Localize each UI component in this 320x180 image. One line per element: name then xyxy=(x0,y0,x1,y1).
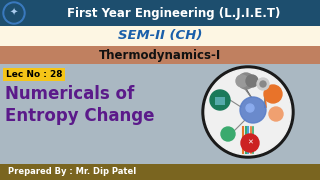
Circle shape xyxy=(269,107,283,121)
Circle shape xyxy=(5,4,23,22)
FancyBboxPatch shape xyxy=(0,0,320,26)
Circle shape xyxy=(257,78,269,90)
Circle shape xyxy=(241,134,259,152)
Text: Lec No : 28: Lec No : 28 xyxy=(6,70,62,79)
FancyBboxPatch shape xyxy=(0,164,320,180)
Circle shape xyxy=(260,81,266,87)
Circle shape xyxy=(3,2,25,24)
Circle shape xyxy=(238,73,254,89)
Circle shape xyxy=(221,127,235,141)
Text: Numericals of: Numericals of xyxy=(5,85,134,103)
Circle shape xyxy=(210,90,230,110)
Text: Entropy Change: Entropy Change xyxy=(5,107,155,125)
FancyBboxPatch shape xyxy=(3,68,65,81)
Text: SEM-II (CH): SEM-II (CH) xyxy=(118,30,202,42)
Text: ✕: ✕ xyxy=(247,140,253,146)
FancyBboxPatch shape xyxy=(215,97,225,105)
FancyBboxPatch shape xyxy=(0,46,320,64)
Text: ✦: ✦ xyxy=(10,8,18,18)
Circle shape xyxy=(246,104,254,112)
Text: First Year Engineering (L.J.I.E.T): First Year Engineering (L.J.I.E.T) xyxy=(67,6,281,19)
Circle shape xyxy=(236,75,248,87)
Text: Thermodynamics-I: Thermodynamics-I xyxy=(99,48,221,62)
Circle shape xyxy=(264,85,282,103)
Circle shape xyxy=(240,97,266,123)
FancyBboxPatch shape xyxy=(0,64,320,164)
FancyBboxPatch shape xyxy=(0,26,320,46)
Circle shape xyxy=(202,66,294,158)
Circle shape xyxy=(246,75,258,87)
Circle shape xyxy=(205,69,291,155)
Text: Prepared By : Mr. Dip Patel: Prepared By : Mr. Dip Patel xyxy=(8,168,136,177)
